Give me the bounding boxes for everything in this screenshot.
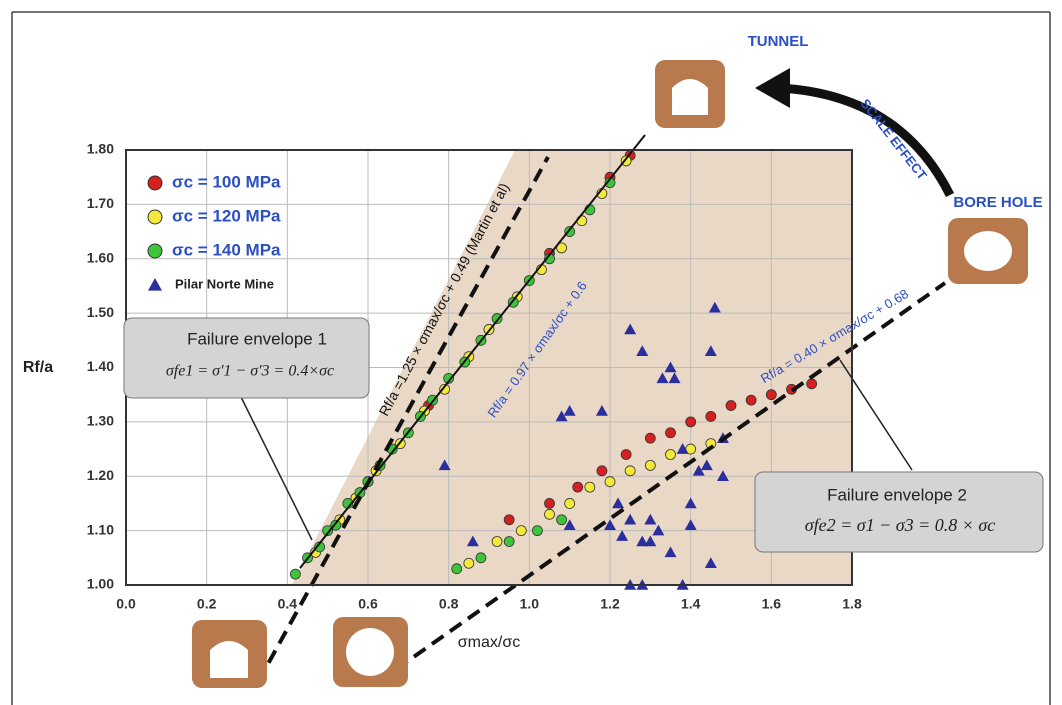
point [726, 401, 736, 411]
point [452, 564, 462, 574]
point [625, 466, 635, 476]
point [504, 515, 514, 525]
tunnel-hole [210, 641, 248, 678]
point [645, 460, 655, 470]
legend-marker [148, 210, 162, 224]
legend-label: Pilar Norte Mine [175, 276, 274, 291]
legend-label: σc = 120 MPa [172, 206, 281, 225]
point [545, 509, 555, 519]
point [532, 526, 542, 536]
y-tick-label: 1.70 [87, 195, 114, 211]
y-tick-label: 1.10 [87, 521, 114, 537]
point [464, 558, 474, 568]
envelope-2: Failure envelope 2 σfe2 = σ1 − σ3 = 0.8 … [755, 472, 1043, 552]
x-tick-label: 1.6 [762, 596, 782, 612]
point [605, 477, 615, 487]
legend-label: σc = 140 MPa [172, 240, 281, 259]
scale-arrowhead [755, 68, 790, 108]
envelope-title: Failure envelope 2 [827, 485, 967, 504]
y-tick-label: 1.40 [87, 358, 114, 374]
chart: σmax/σc Rf/a 0.0 0.2 0.4 0.6 0.8 1.0 1.2 1.4 1.6… [0, 0, 1062, 705]
point [746, 395, 756, 405]
x-tick-label: 1.8 [842, 596, 862, 612]
x-tick-label: 1.0 [520, 596, 540, 612]
point [621, 450, 631, 460]
legend-label: σc = 100 MPa [172, 172, 281, 191]
legend-marker [148, 176, 162, 190]
point [706, 411, 716, 421]
borehole-label: BORE HOLE [953, 194, 1042, 211]
tunnel-hole [672, 79, 708, 115]
x-tick-label: 0.8 [439, 596, 459, 612]
x-tick-label: 1.2 [600, 596, 620, 612]
y-tick-label: 1.00 [87, 576, 114, 592]
y-tick-label: 1.50 [87, 304, 114, 320]
point [492, 537, 502, 547]
y-tick-label: 1.20 [87, 467, 114, 483]
x-tick-label: 0.2 [197, 596, 217, 612]
envelope-1: Failure envelope 1 σfe1 = σ'1 − σ'3 = 0.… [124, 318, 369, 398]
x-tick-label: 0.6 [358, 596, 378, 612]
x-axis-label: σmax/σc [458, 634, 520, 651]
envelope-title: Failure envelope 1 [187, 329, 327, 348]
point [557, 515, 567, 525]
point [476, 553, 486, 563]
x-tick-label: 0.0 [116, 596, 136, 612]
borehole-hole [964, 231, 1012, 271]
point [573, 482, 583, 492]
point [516, 526, 526, 536]
point [645, 433, 655, 443]
envelope-box [755, 472, 1043, 552]
point [504, 537, 514, 547]
point [666, 450, 676, 460]
point [545, 498, 555, 508]
envelope-formula: σfe2 = σ1 − σ3 = 0.8 × σc [805, 515, 996, 535]
y-tick-label: 1.80 [87, 141, 114, 157]
point [666, 428, 676, 438]
point [597, 466, 607, 476]
point [585, 482, 595, 492]
borehole-hole [346, 628, 394, 676]
y-tick-label: 1.30 [87, 413, 114, 429]
y-axis-label: Rf/a [23, 359, 53, 376]
point [686, 417, 696, 427]
x-tick-label: 0.4 [278, 596, 298, 612]
point [766, 390, 776, 400]
point [565, 498, 575, 508]
point [807, 379, 817, 389]
tunnel-label: TUNNEL [748, 33, 809, 50]
envelope-formula: σfe1 = σ'1 − σ'3 = 0.4×σc [166, 363, 334, 380]
point [290, 569, 300, 579]
y-tick-label: 1.60 [87, 249, 114, 265]
legend-marker [148, 244, 162, 258]
x-tick-label: 1.4 [681, 596, 701, 612]
scale-effect-label: SCALE EFFECT [858, 96, 930, 183]
